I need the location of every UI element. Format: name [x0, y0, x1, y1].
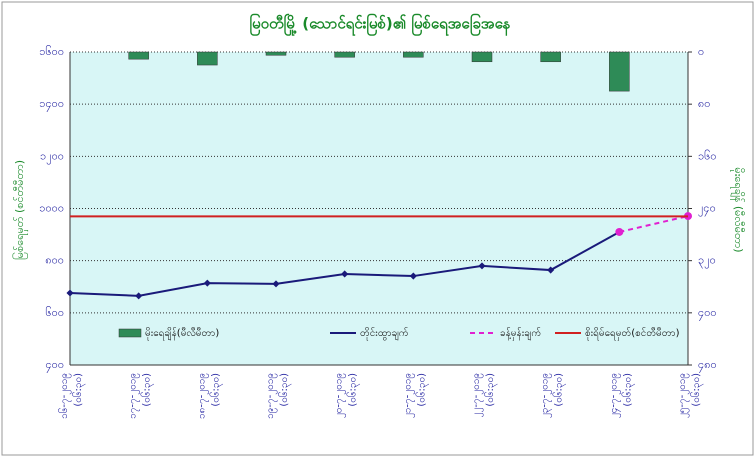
x-tick-time: (၀၆:၃၀)	[689, 373, 704, 407]
point	[478, 262, 486, 270]
y-tick-label: ၈၀၀	[45, 254, 64, 267]
legend-label: ခန့်မှန်းချက်	[500, 326, 541, 341]
bar	[540, 51, 561, 63]
line	[619, 215, 689, 233]
bar	[471, 51, 493, 63]
point	[341, 270, 349, 278]
y-tick-label: ၁၆၀၀	[39, 45, 64, 58]
x-tick-time: (၀၆:၃၀)	[414, 373, 429, 407]
legend-swatch	[118, 328, 142, 338]
point	[66, 289, 74, 297]
x-tick-label: ၂၄-၇-၂၀၁၉	[608, 373, 621, 418]
y-tick-label: ၁၄၀၀	[39, 97, 64, 112]
x-tick-label: ၂၅-၇-၂၀၁၉	[677, 373, 690, 418]
y2-axis-label: မိုးရေချိန် (မီလီမီတာ)	[730, 167, 745, 252]
y-tick-label: ၄၀၀	[45, 358, 64, 373]
point	[135, 292, 143, 300]
y-axis-label: မြစ်ရေမှတ် (စင်တီမီတာ)	[12, 160, 28, 260]
bar	[128, 51, 149, 60]
x-tick-label: ၁၆-၇-၂၀၁၉	[57, 373, 72, 419]
bar	[403, 51, 424, 58]
bar	[334, 51, 355, 58]
x-tick-label: ၂၃-၇-၂၀၁၉	[540, 373, 553, 418]
x-tick-time: (၀၆:၃၀)	[620, 373, 635, 407]
x-tick-label: ၁၉-၇-၂၀၁၉	[265, 373, 278, 419]
x-tick-time: (၀၆:၃၀)	[346, 373, 361, 407]
x-tick-label: ၁၇-၇-၂၀၁၉	[128, 373, 141, 419]
x-tick-time: (၀၆:၃၀)	[483, 373, 498, 407]
y2-tick-label: ၀	[698, 45, 704, 58]
y-tick-label: ၁၀၀၀	[39, 202, 64, 215]
x-tick-label: ၂၀-၇-၂၀၁၉	[334, 373, 347, 418]
y2-tick-label: ၂၄၀	[698, 202, 716, 217]
bar	[609, 51, 630, 92]
bar	[265, 51, 287, 56]
y2-tick-label: ၁၆၀	[698, 149, 717, 162]
point	[203, 279, 211, 287]
x-tick-label: ၁၈-၇-၂၀၁၉	[196, 373, 209, 419]
y2-tick-label: ၈၀	[698, 97, 710, 110]
y2-tick-label: ၄၀၀	[698, 306, 717, 321]
y-tick-label: ၁၂၀၀	[40, 149, 64, 164]
x-tick-time: (၀၆:၃၀)	[71, 373, 86, 407]
point	[547, 266, 555, 274]
y-tick-label: ၆၀၀	[45, 306, 64, 319]
x-tick-label: ၂၁-၇-၂၀၁၉	[402, 373, 415, 418]
x-tick-label: ၂၂-၇-၂၀၁၉	[471, 373, 484, 417]
legend-label: စိုးရိမ်ရေမှတ်(စင်တီမီတာ)	[585, 326, 680, 341]
legend-label: မိုးရေချိန်(မီလီမီတာ)	[145, 326, 219, 341]
x-tick-time: (၀၆:၃၀)	[277, 373, 292, 407]
x-tick-time: (၀၆:၃၀)	[552, 373, 567, 407]
y2-tick-label: ၄၈၀	[698, 358, 717, 373]
point	[409, 272, 417, 280]
point	[615, 227, 624, 236]
x-tick-time: (၀၆:၃၀)	[140, 373, 155, 407]
bar	[197, 51, 218, 66]
legend-label: တိုင်းထွာချက်	[360, 326, 409, 341]
x-tick-time: (၀၆:၃၀)	[208, 373, 223, 407]
point	[272, 280, 280, 288]
y2-tick-label: ၃၂၀	[698, 254, 716, 269]
